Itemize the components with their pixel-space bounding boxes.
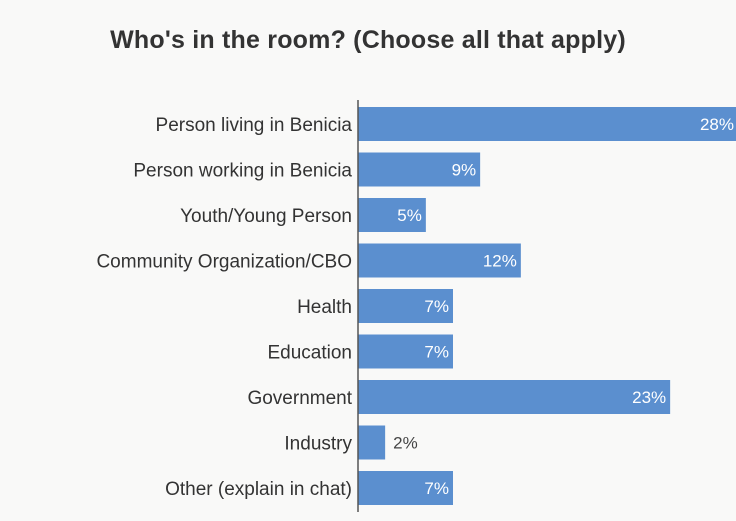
category-label: Community Organization/CBO bbox=[96, 252, 352, 273]
category-label: Person working in Benicia bbox=[133, 161, 352, 182]
bar bbox=[358, 289, 453, 323]
category-label: Education bbox=[267, 343, 352, 364]
bar bbox=[358, 380, 671, 414]
value-label: 5% bbox=[397, 206, 422, 225]
value-label: 7% bbox=[424, 297, 449, 316]
bar bbox=[358, 198, 426, 232]
category-label: Industry bbox=[284, 434, 352, 455]
category-label: Person living in Benicia bbox=[156, 115, 353, 136]
chart-title: Who's in the room? (Choose all that appl… bbox=[110, 26, 626, 54]
bar bbox=[358, 243, 521, 278]
category-label: Youth/Young Person bbox=[180, 206, 352, 227]
bar bbox=[358, 425, 386, 460]
category-label: Government bbox=[247, 388, 352, 409]
value-label: 7% bbox=[424, 479, 449, 498]
value-label: 7% bbox=[424, 343, 449, 362]
bar bbox=[358, 107, 736, 141]
value-label: 28% bbox=[700, 115, 734, 134]
bar bbox=[358, 152, 481, 187]
bar bbox=[358, 334, 453, 369]
value-label: 9% bbox=[452, 161, 477, 180]
category-label: Health bbox=[297, 297, 352, 318]
bar bbox=[358, 471, 453, 505]
category-label: Other (explain in chat) bbox=[165, 479, 352, 500]
value-label: 12% bbox=[483, 252, 517, 271]
value-label: 2% bbox=[393, 434, 418, 453]
value-label: 23% bbox=[632, 388, 666, 407]
